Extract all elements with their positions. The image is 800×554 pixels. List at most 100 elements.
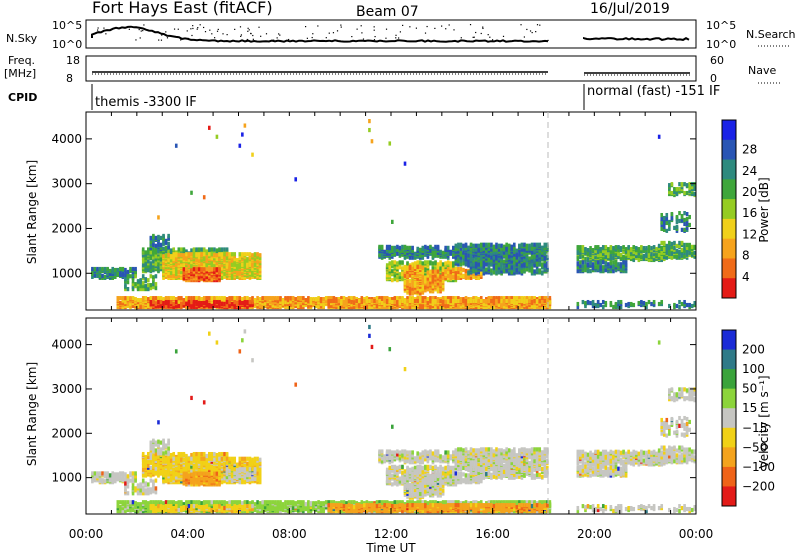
- power-cell: [416, 289, 420, 294]
- power-cell: [434, 252, 437, 257]
- power-cell: [398, 272, 402, 277]
- power-cell: [424, 296, 427, 301]
- nsky-dot: [95, 32, 97, 34]
- nsky-dot: [140, 30, 142, 32]
- power-cell: [174, 299, 178, 305]
- nsky-dot: [520, 24, 522, 26]
- power-cell: [248, 252, 252, 257]
- power-cell: [241, 300, 244, 306]
- power-cell: [230, 304, 234, 310]
- power-cell: [162, 303, 165, 309]
- power-cell: [462, 267, 465, 273]
- power-cell: [253, 298, 257, 303]
- power-cell: [215, 267, 219, 272]
- power-cell: [398, 245, 402, 250]
- power-cell: [147, 286, 150, 292]
- power-cell: [103, 274, 107, 280]
- nsky-dot: [160, 39, 163, 41]
- power-cell: [431, 296, 435, 301]
- power-cell: [154, 301, 158, 307]
- nsky-dot: [434, 27, 436, 30]
- nsky-dot: [529, 30, 532, 32]
- nsky-dot: [402, 24, 404, 27]
- power-cell: [525, 258, 529, 263]
- power-cell: [126, 280, 130, 285]
- power-cell: [208, 264, 211, 270]
- power-cell: [487, 242, 491, 247]
- nsky-dot: [279, 34, 281, 36]
- power-cell: [406, 261, 409, 266]
- power-cell: [187, 258, 191, 263]
- power-cell: [457, 242, 460, 247]
- power-cell: [182, 253, 186, 258]
- power-cell: [195, 247, 198, 252]
- power-cell: [149, 256, 153, 261]
- power-cell: [241, 262, 244, 267]
- power-cell: [495, 296, 498, 301]
- power-cell: [180, 301, 183, 307]
- power-cell: [365, 296, 369, 301]
- power-cell: [284, 299, 287, 305]
- power-cell: [281, 300, 285, 306]
- nsky-dot: [142, 29, 144, 32]
- power-cell: [187, 296, 191, 301]
- nsky-dot: [173, 28, 176, 30]
- power-cell: [159, 299, 163, 305]
- power-cell: [500, 301, 503, 307]
- nsky-dot: [276, 37, 278, 39]
- freq-tick-bottom: 8: [66, 72, 73, 85]
- power-cell: [411, 289, 414, 294]
- power-cell: [436, 269, 440, 274]
- power-cell: [197, 262, 201, 268]
- power-cell: [408, 264, 412, 270]
- power-cell: [520, 298, 524, 304]
- power-cell: [190, 263, 193, 269]
- power-cell: [454, 298, 458, 304]
- power-cell: [500, 296, 503, 301]
- nsky-dot: [250, 33, 252, 35]
- power-cell: [235, 296, 239, 301]
- nsky-dot: [258, 26, 260, 28]
- nsky-dot: [143, 24, 145, 26]
- nave-label: Nave: [748, 64, 776, 77]
- cpid-segment-1: themis -3300 IF: [95, 95, 197, 110]
- nsky-dot: [399, 31, 401, 33]
- power-cell: [164, 299, 168, 305]
- power-cell: [502, 298, 506, 304]
- nsky-dot: [199, 39, 202, 41]
- power-cell: [507, 298, 511, 304]
- power-cell: [396, 296, 399, 301]
- power-cell: [190, 260, 193, 265]
- power-cell: [426, 260, 430, 265]
- power-cell: [431, 246, 435, 251]
- power-cell: [286, 296, 290, 301]
- power-cell: [169, 296, 173, 301]
- power-cell: [223, 271, 226, 277]
- power-cell: [477, 298, 481, 304]
- nsky-dot: [209, 29, 211, 31]
- power-cell: [411, 266, 414, 272]
- power-cell: [213, 247, 216, 252]
- power-cell: [424, 248, 427, 253]
- power-cell: [424, 279, 427, 284]
- nsky-dot: [424, 32, 427, 34]
- power-cell: [459, 250, 463, 255]
- power-cell: [421, 304, 425, 310]
- nsky-dot: [502, 35, 505, 37]
- power-cell: [530, 303, 534, 309]
- power-cell: [408, 298, 412, 304]
- power-cell: [378, 244, 381, 249]
- power-cell: [449, 264, 453, 269]
- power-cell: [281, 298, 285, 303]
- power-cell: [436, 298, 440, 304]
- power-cell: [535, 242, 539, 247]
- power-cell: [479, 242, 483, 247]
- power-cell: [129, 266, 132, 272]
- power-cell: [393, 296, 397, 301]
- power-cell: [492, 296, 496, 301]
- nsky-dot: [489, 36, 491, 38]
- power-cell: [172, 301, 176, 307]
- power-cell: [444, 299, 447, 305]
- power-cell: [256, 252, 259, 257]
- power-cell: [518, 298, 521, 304]
